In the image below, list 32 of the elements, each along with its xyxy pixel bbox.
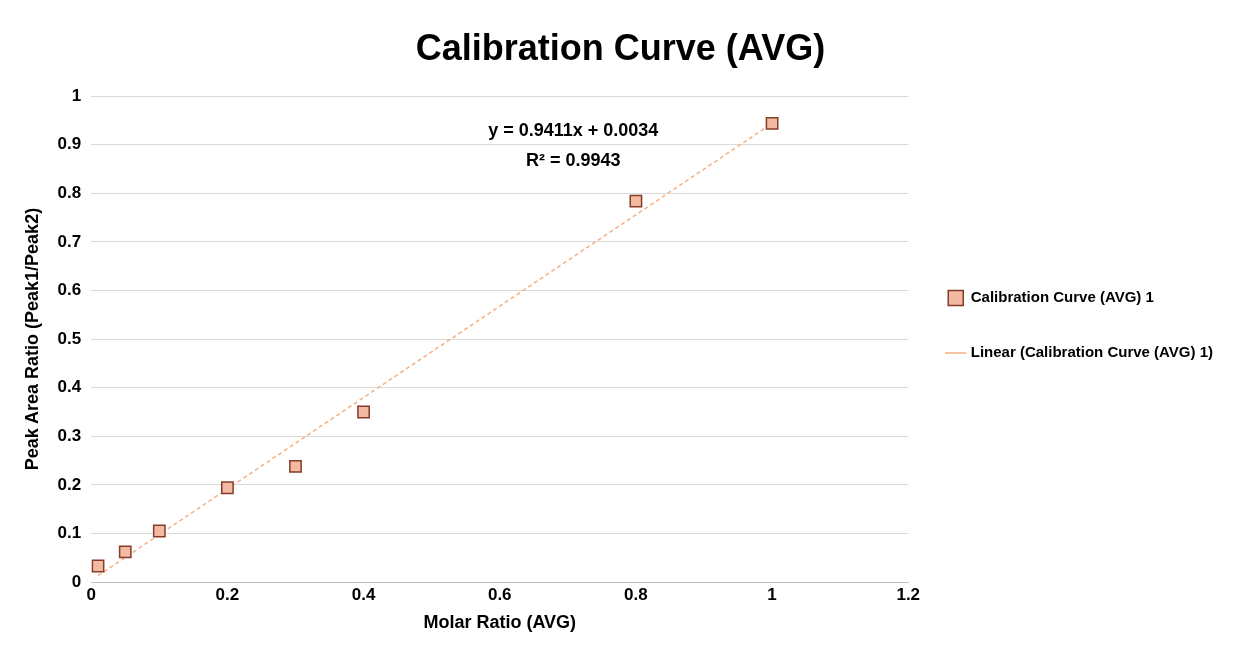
y-tick-label: 0.3	[57, 425, 82, 445]
x-tick-label: 1.2	[896, 584, 921, 604]
point	[357, 405, 370, 419]
point	[118, 545, 132, 559]
point	[152, 524, 166, 538]
y-tick-label: 0.9	[57, 134, 82, 154]
point	[220, 481, 234, 495]
legend-label: Linear (Calibration Curve (AVG) 1)	[970, 343, 1214, 361]
chart-title: Calibration Curve (AVG)	[415, 26, 826, 68]
y-tick-label: 0	[71, 571, 82, 591]
y-tick-label: 0.4	[57, 377, 82, 397]
x-tick-label: 0.2	[215, 584, 240, 604]
x-tick-label: 0.6	[487, 584, 512, 604]
x-axis-title: Molar Ratio (AVG)	[423, 612, 577, 633]
x-tick-label: 0.4	[351, 584, 376, 604]
annotation: y = 0.9411x + 0.0034	[488, 120, 659, 141]
point	[765, 117, 779, 130]
y-tick-label: 1	[71, 85, 82, 105]
y-tick-label: 0.2	[57, 474, 82, 494]
x-tick-label: 0.8	[624, 584, 648, 604]
y-tick-label: 0.5	[57, 328, 82, 348]
legend-label: Calibration Curve (AVG) 1	[970, 288, 1154, 306]
y-tick-label: 0.6	[57, 280, 82, 300]
y-tick-label: 0.1	[57, 523, 82, 543]
point	[629, 194, 643, 208]
annotation: R² = 0.9943	[525, 150, 621, 171]
y-tick-label: 0.8	[57, 183, 82, 203]
y-axis-title: Peak Area Ratio (Peak1/Peak2)	[21, 207, 42, 471]
x-tick-label: 0	[86, 584, 96, 604]
point	[289, 459, 302, 473]
y-tick-label: 0.7	[57, 231, 82, 251]
x-tick-label: 1	[767, 584, 777, 604]
